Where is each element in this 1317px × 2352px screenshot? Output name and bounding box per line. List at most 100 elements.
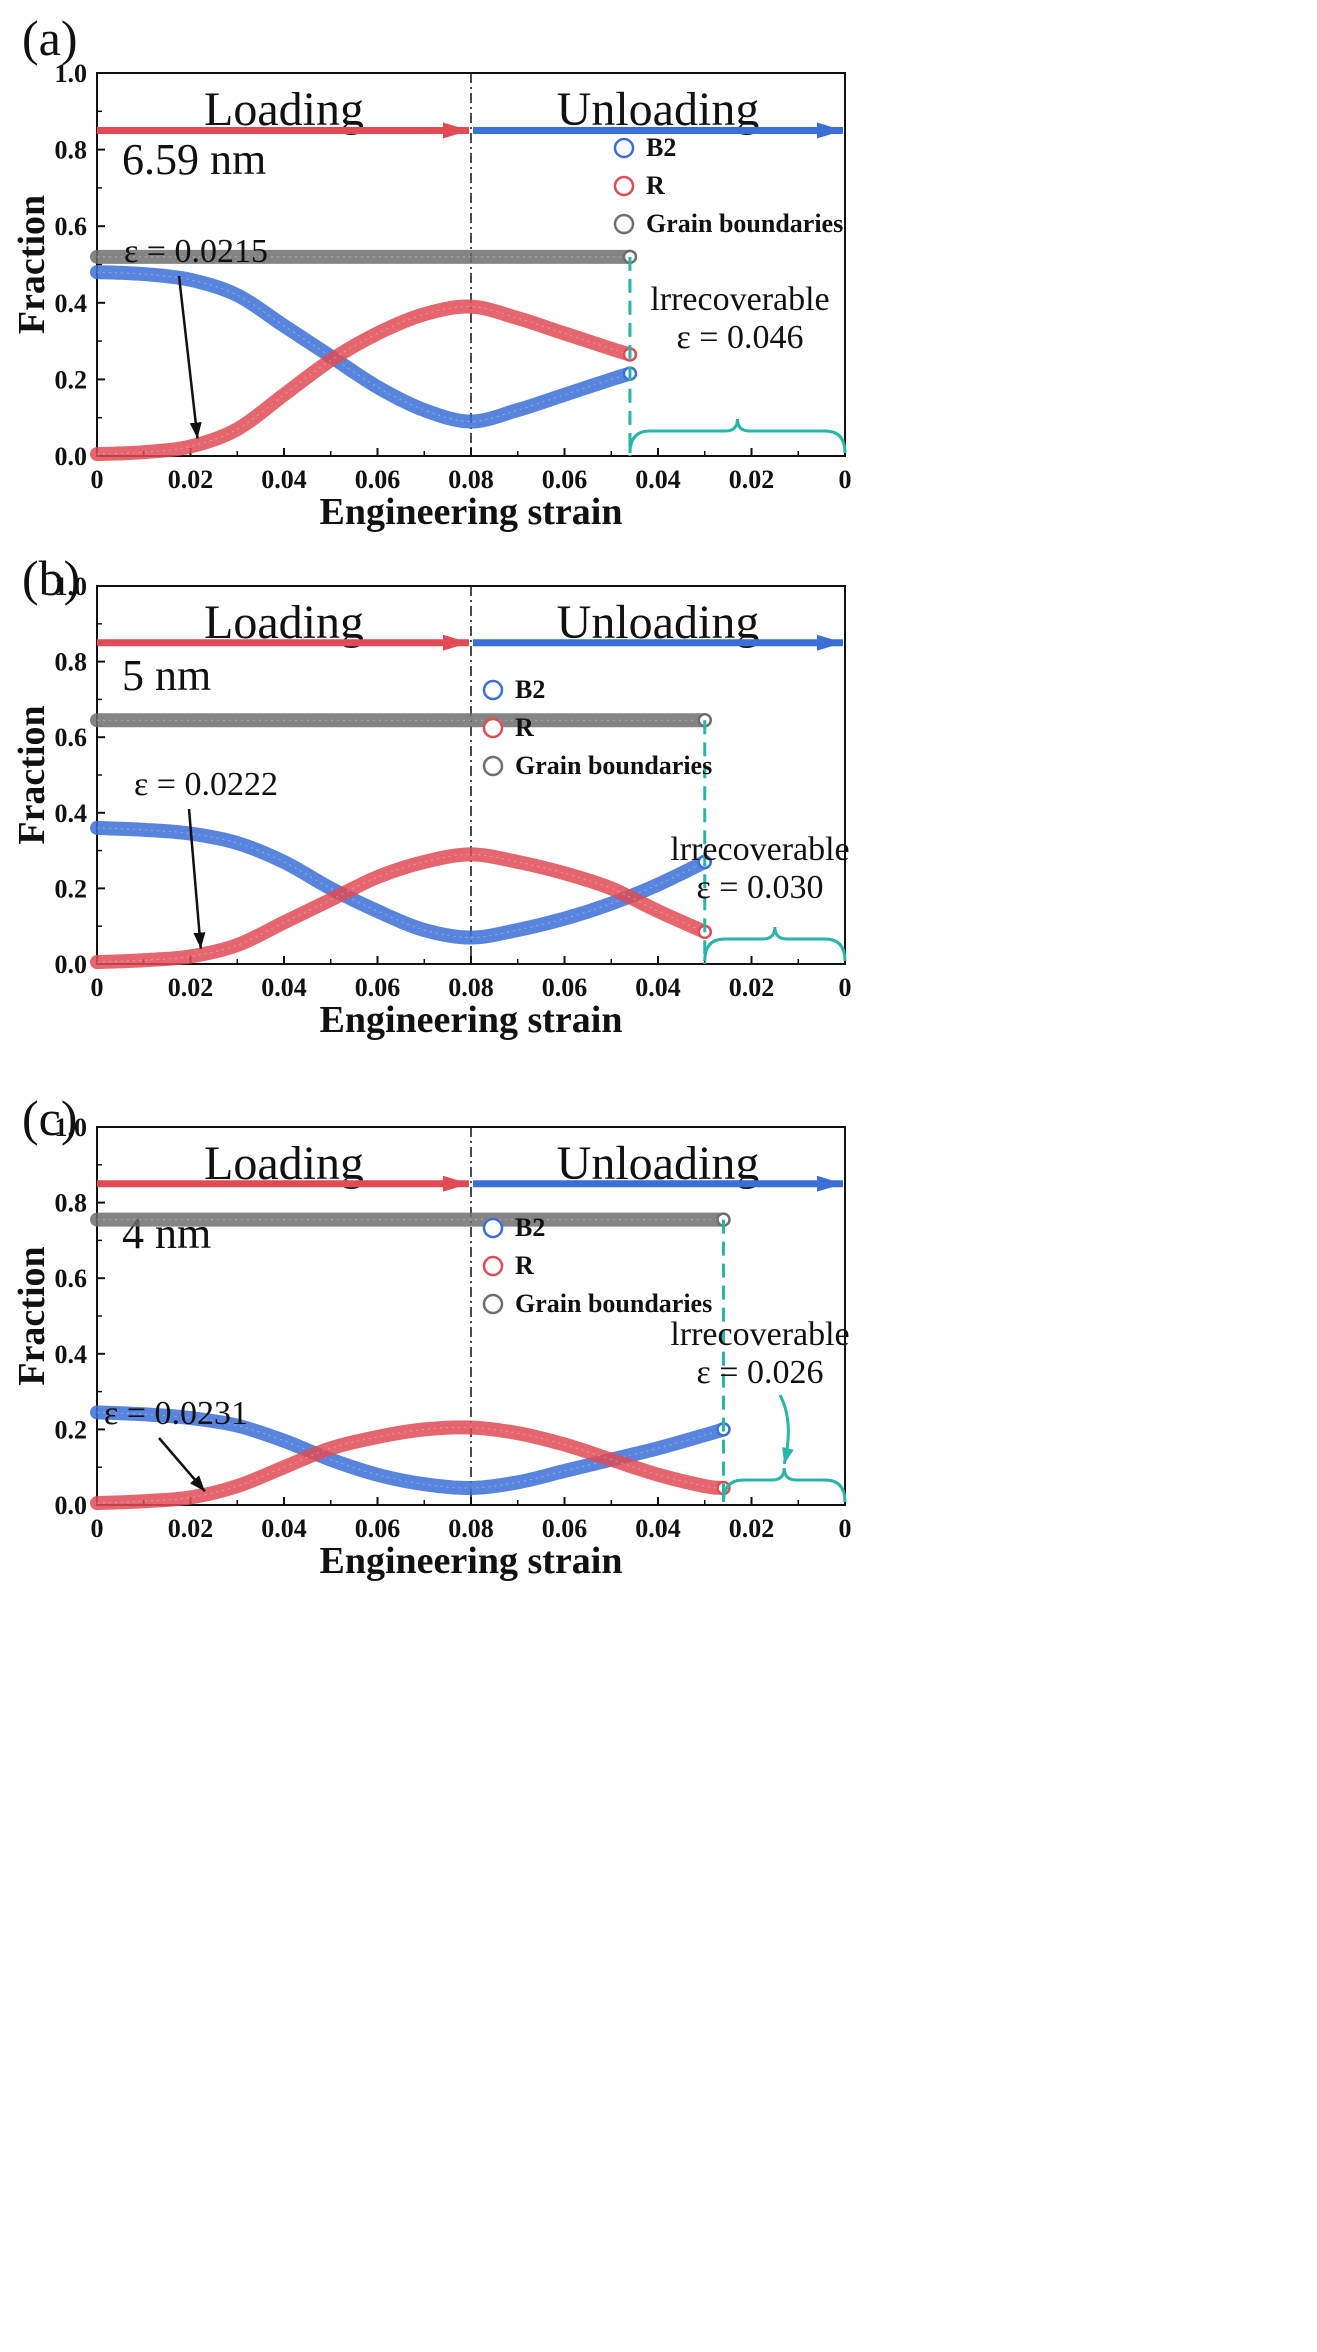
y-tick-label: 0.0 [55,950,88,979]
onset-arrow [187,808,206,949]
chart-panel-1: (a) 0.0 0.2 0.4 0.6 0.8 1.0 0 0.02 0.04 0.06 0.08 0.… [11,10,852,533]
x-tick-label: 0.02 [168,465,214,494]
irrecoverable-label: lrrecoverable [670,1316,849,1353]
y-tick-label: 0.4 [55,1340,88,1369]
x-tick-label: 0.02 [168,1514,214,1543]
y-tick-label: 0.0 [55,442,88,471]
irrecoverable-brace [703,926,847,962]
x-tick-label: 0.06 [542,465,588,494]
chart-panel-3: (c) 0.0 0.2 0.4 0.6 0.8 1.0 0 0.02 0.04 0.06 0.08 0.… [11,1090,852,1582]
x-tick-label: 0.04 [635,465,681,494]
irrecoverable-label: lrrecoverable [650,281,829,318]
series-texture-b2 [96,827,705,939]
y-tick-label: 0.0 [55,1491,88,1520]
irrecoverable-brace [628,418,847,454]
legend-label: B2 [515,1213,545,1242]
series-line-b2 [90,1405,731,1496]
x-tick-label: 0 [839,1514,852,1543]
x-tick-label: 0.02 [729,973,775,1002]
x-tick-label: 0 [91,1514,104,1543]
legend-marker [482,679,504,701]
x-tick-label: 0.04 [261,465,307,494]
x-tick-label: 0.04 [261,1514,307,1543]
y-tick-label: 1.0 [55,572,88,601]
x-tick-label: 0.08 [448,465,494,494]
legend-marker [482,1217,504,1239]
x-tick-label: 0.02 [729,465,775,494]
legend-label: B2 [515,675,545,704]
y-tick-label: 0.2 [55,874,88,903]
x-tick-label: 0.06 [542,973,588,1002]
x-axis-title: Engineering strain [320,1540,623,1582]
irrecoverable-label: lrrecoverable [670,831,849,868]
x-tick-label: 0.08 [448,973,494,1002]
onset-arrow [158,1437,206,1493]
series-texture-r [96,1426,724,1504]
y-tick-label: 0.6 [55,723,88,752]
grain-size-label: 5 nm [122,651,211,700]
legend-marker [482,717,504,739]
legend-label: Grain boundaries [515,751,712,780]
legend-label: Grain boundaries [515,1289,712,1318]
irrecoverable-arrow [778,1394,794,1465]
series-line-r [90,299,637,462]
x-tick-label: 0 [91,465,104,494]
y-axis-title: Fraction [11,705,53,844]
legend-marker [482,1293,504,1315]
legend-label: R [515,713,534,742]
x-tick-label: 0.08 [448,1514,494,1543]
y-tick-label: 0.4 [55,289,88,318]
legend-marker [613,175,635,197]
onset-annotation: ε = 0.0215 [124,233,268,270]
series-line-r [90,1420,731,1511]
legend-label: Grain boundaries [646,209,843,238]
legend-marker [482,755,504,777]
x-tick-label: 0.06 [355,465,401,494]
y-tick-label: 0.4 [55,799,88,828]
y-tick-label: 0.2 [55,365,88,394]
series-texture-r [96,853,705,963]
legend-label: R [646,171,665,200]
x-tick-label: 0.06 [542,1514,588,1543]
onset-annotation: ε = 0.0231 [104,1395,248,1432]
y-tick-label: 1.0 [55,59,88,88]
x-tick-label: 0.02 [168,973,214,1002]
y-tick-label: 0.8 [55,648,88,677]
chart-panel-2: (b) 0.0 0.2 0.4 0.6 0.8 1.0 0 0.02 0.04 0.06 0.08 0.… [11,550,852,1041]
onset-annotation: ε = 0.0222 [134,766,278,803]
legend-label: R [515,1251,534,1280]
x-tick-label: 0.04 [635,1514,681,1543]
irrecoverable-value: ε = 0.026 [697,1354,824,1391]
grain-size-label: 6.59 nm [122,135,266,184]
panel-label: (c) [22,1090,78,1146]
y-tick-label: 0.6 [55,212,88,241]
legend-marker [613,213,635,235]
y-tick-label: 0.8 [55,1189,88,1218]
y-tick-label: 1.0 [55,1113,88,1142]
x-tick-label: 0 [91,973,104,1002]
y-axis-title: Fraction [11,195,53,334]
y-tick-label: 0.2 [55,1415,88,1444]
x-tick-label: 0.04 [635,973,681,1002]
onset-arrow [177,275,202,439]
x-tick-label: 0 [839,465,852,494]
x-axis-title: Engineering strain [320,999,623,1041]
x-tick-label: 0.06 [355,1514,401,1543]
y-tick-label: 0.6 [55,1264,88,1293]
x-tick-label: 0.02 [729,1514,775,1543]
x-tick-label: 0 [839,973,852,1002]
series-line-r [90,847,712,970]
y-axis-title: Fraction [11,1246,53,1385]
legend-marker [482,1255,504,1277]
irrecoverable-value: ε = 0.030 [697,869,824,906]
panel-label: (b) [22,550,80,606]
legend-label: B2 [646,133,676,162]
panel-label: (a) [22,10,78,66]
irrecoverable-value: ε = 0.046 [677,319,804,356]
series-line-b2 [90,265,637,429]
x-axis-title: Engineering strain [320,491,623,533]
x-tick-label: 0.06 [355,973,401,1002]
series-line-b2 [90,820,712,945]
irrecoverable-brace [721,1467,847,1503]
